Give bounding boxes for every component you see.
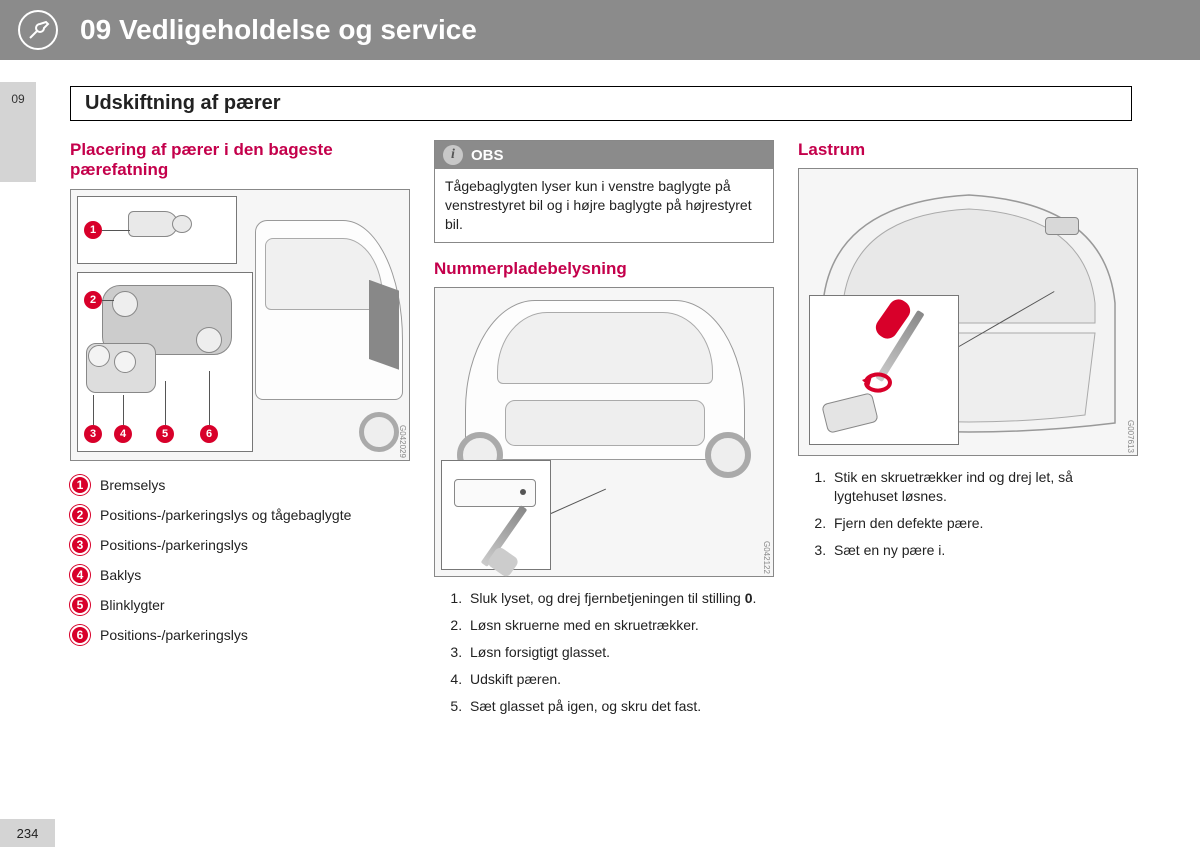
column-3: Lastrum G007613 Stik en skr bbox=[798, 140, 1138, 724]
step-item: Løsn forsigtigt glasset. bbox=[466, 643, 774, 662]
legend-num-icon: 2 bbox=[70, 505, 90, 525]
chapter-title: 09 Vedligeholdelse og service bbox=[80, 14, 477, 46]
col3-figure: G007613 bbox=[798, 168, 1138, 456]
trunk-inset bbox=[809, 295, 959, 445]
col2-heading: Nummerpladebelysning bbox=[434, 259, 774, 279]
col1-heading: Placering af pærer i den bageste pærefat… bbox=[70, 140, 410, 181]
legend-num-icon: 4 bbox=[70, 565, 90, 585]
step-item: Stik en skruetrækker ind og drej let, så… bbox=[830, 468, 1138, 506]
callout-3: 3 bbox=[84, 425, 102, 443]
callout-6: 6 bbox=[200, 425, 218, 443]
obs-label: OBS bbox=[471, 147, 504, 164]
legend-text: Positions-/parkeringslys bbox=[100, 627, 248, 643]
col2-figure: G042122 bbox=[434, 287, 774, 577]
col2-steps: Sluk lyset, og drej fjernbetjeningen til… bbox=[434, 589, 774, 715]
callout-4: 4 bbox=[114, 425, 132, 443]
step-item: Sæt en ny pære i. bbox=[830, 541, 1138, 560]
image-code-2: G042122 bbox=[762, 541, 771, 574]
legend-row: 4 Baklys bbox=[70, 565, 410, 585]
legend-row: 5 Blinklygter bbox=[70, 595, 410, 615]
callout-5: 5 bbox=[156, 425, 174, 443]
col3-steps: Stik en skruetrækker ind og drej let, så… bbox=[798, 468, 1138, 560]
chapter-text: Vedligeholdelse og service bbox=[119, 14, 477, 45]
legend-text: Positions-/parkeringslys og tågebaglygte bbox=[100, 507, 351, 523]
image-code-1: G042029 bbox=[398, 425, 407, 458]
section-heading: Udskiftning af pærer bbox=[70, 86, 1132, 121]
inset-bottom: 2 3 4 5 6 bbox=[77, 272, 253, 452]
info-icon: i bbox=[443, 145, 463, 165]
legend-num-icon: 3 bbox=[70, 535, 90, 555]
side-tab: 09 bbox=[0, 82, 36, 182]
page-number: 234 bbox=[0, 819, 55, 847]
callout-1: 1 bbox=[84, 221, 102, 239]
chapter-number: 09 bbox=[80, 14, 111, 45]
legend-text: Positions-/parkeringslys bbox=[100, 537, 248, 553]
callout-2: 2 bbox=[84, 291, 102, 309]
wrench-icon bbox=[18, 10, 58, 50]
legend-text: Baklys bbox=[100, 567, 141, 583]
legend-row: 1 Bremselys bbox=[70, 475, 410, 495]
legend-text: Bremselys bbox=[100, 477, 165, 493]
step-item: Sluk lyset, og drej fjernbetjeningen til… bbox=[466, 589, 774, 608]
col1-legend: 1 Bremselys 2 Positions-/parkeringslys og … bbox=[70, 475, 410, 645]
step-item: Løsn skruerne med en skruetrækker. bbox=[466, 616, 774, 635]
obs-box: i OBS Tågebaglygten lyser kun i venstre … bbox=[434, 140, 774, 243]
obs-body: Tågebaglygten lyser kun i venstre baglyg… bbox=[435, 169, 773, 242]
legend-num-icon: 6 bbox=[70, 625, 90, 645]
column-2: i OBS Tågebaglygten lyser kun i venstre … bbox=[434, 140, 774, 724]
step-item: Udskift pæren. bbox=[466, 670, 774, 689]
step-item: Fjern den defekte pære. bbox=[830, 514, 1138, 533]
legend-row: 2 Positions-/parkeringslys og tågebaglygt… bbox=[70, 505, 410, 525]
license-plate-inset bbox=[441, 460, 551, 570]
car-rear-illustration bbox=[255, 220, 405, 450]
column-1: Placering af pærer i den bageste pærefat… bbox=[70, 140, 410, 724]
col1-figure: 1 2 3 4 5 6 bbox=[70, 189, 410, 461]
chapter-header: 09 Vedligeholdelse og service bbox=[0, 0, 1200, 60]
inset-top: 1 bbox=[77, 196, 237, 264]
image-code-3: G007613 bbox=[1126, 420, 1135, 453]
content-columns: Placering af pærer i den bageste pærefat… bbox=[70, 140, 1132, 724]
legend-text: Blinklygter bbox=[100, 597, 165, 613]
obs-header: i OBS bbox=[435, 141, 773, 169]
step-item: Sæt glasset på igen, og skru det fast. bbox=[466, 697, 774, 716]
legend-num-icon: 5 bbox=[70, 595, 90, 615]
col3-heading: Lastrum bbox=[798, 140, 1138, 160]
legend-row: 6 Positions-/parkeringslys bbox=[70, 625, 410, 645]
tab-number: 09 bbox=[11, 92, 24, 106]
legend-num-icon: 1 bbox=[70, 475, 90, 495]
section-heading-text: Udskiftning af pærer bbox=[85, 92, 281, 114]
legend-row: 3 Positions-/parkeringslys bbox=[70, 535, 410, 555]
